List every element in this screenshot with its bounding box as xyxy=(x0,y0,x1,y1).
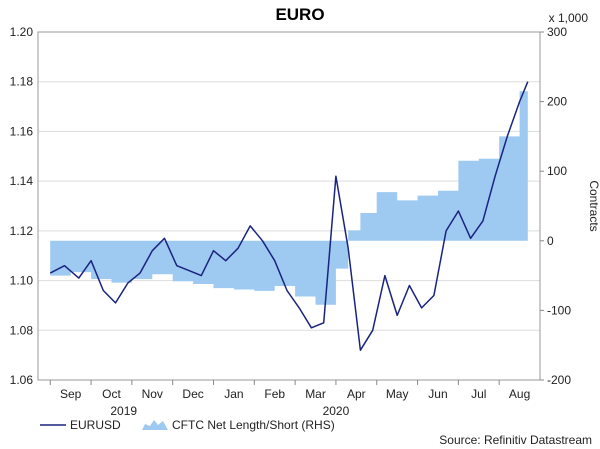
right-multiplier-label: x 1,000 xyxy=(549,11,589,25)
eurusd-line-layer xyxy=(49,81,529,351)
x-tick-label: Dec xyxy=(182,387,203,401)
x-tick-label: Nov xyxy=(142,387,163,401)
x-tick-label: Jan xyxy=(224,387,243,401)
x-tick-label: Apr xyxy=(347,387,366,401)
x-tick-label: Aug xyxy=(509,387,530,401)
x-year-label: 2019 xyxy=(110,404,137,418)
x-axis-years: 2019 2020 xyxy=(110,404,349,418)
legend-area-label: CFTC Net Length/Short (RHS) xyxy=(172,418,335,432)
left-tick-label: 1.20 xyxy=(10,25,34,39)
left-tick-label: 1.12 xyxy=(10,224,34,238)
left-tick-label: 1.06 xyxy=(10,373,34,387)
right-axis-ticks: -200 -100 0 100 200 300 xyxy=(540,25,571,387)
right-tick-label: -200 xyxy=(547,373,571,387)
right-axis-label: Contracts xyxy=(587,180,600,231)
plot-frame xyxy=(37,31,541,381)
chart-title: EURO xyxy=(275,5,324,24)
right-tick-label: 300 xyxy=(547,25,567,39)
left-axis-ticks: 1.06 1.08 1.10 1.12 1.14 1.16 1.18 1.20 xyxy=(10,25,34,387)
right-tick-label: -100 xyxy=(547,303,571,317)
x-tick-label: Jul xyxy=(471,387,486,401)
cftc-area xyxy=(50,91,528,305)
left-tick-label: 1.14 xyxy=(10,174,34,188)
left-tick-label: 1.16 xyxy=(10,124,34,138)
left-tick-label: 1.08 xyxy=(10,323,34,337)
x-tick-label: Feb xyxy=(264,387,285,401)
x-tick-label: May xyxy=(386,387,409,401)
x-axis-ticks: Sep Oct Nov Dec Jan Feb Mar Apr May Jun Jul Aug xyxy=(49,380,530,401)
left-tick-label: 1.10 xyxy=(10,274,34,288)
x-tick-label: Jun xyxy=(428,387,447,401)
x-tick-label: Mar xyxy=(305,387,326,401)
cftc-area-layer xyxy=(50,91,528,305)
legend-area-swatch xyxy=(142,420,168,430)
right-tick-label: 200 xyxy=(547,95,567,109)
x-year-label: 2020 xyxy=(323,404,350,418)
x-tick-label: Sep xyxy=(60,387,82,401)
left-tick-label: 1.18 xyxy=(10,75,34,89)
source-note: Source: Refinitiv Datastream xyxy=(439,433,592,447)
right-tick-label: 0 xyxy=(547,234,554,248)
eurusd-line xyxy=(49,81,529,351)
legend-line-label: EURUSD xyxy=(70,418,121,432)
x-tick-label: Oct xyxy=(102,387,121,401)
right-tick-label: 100 xyxy=(547,164,567,178)
